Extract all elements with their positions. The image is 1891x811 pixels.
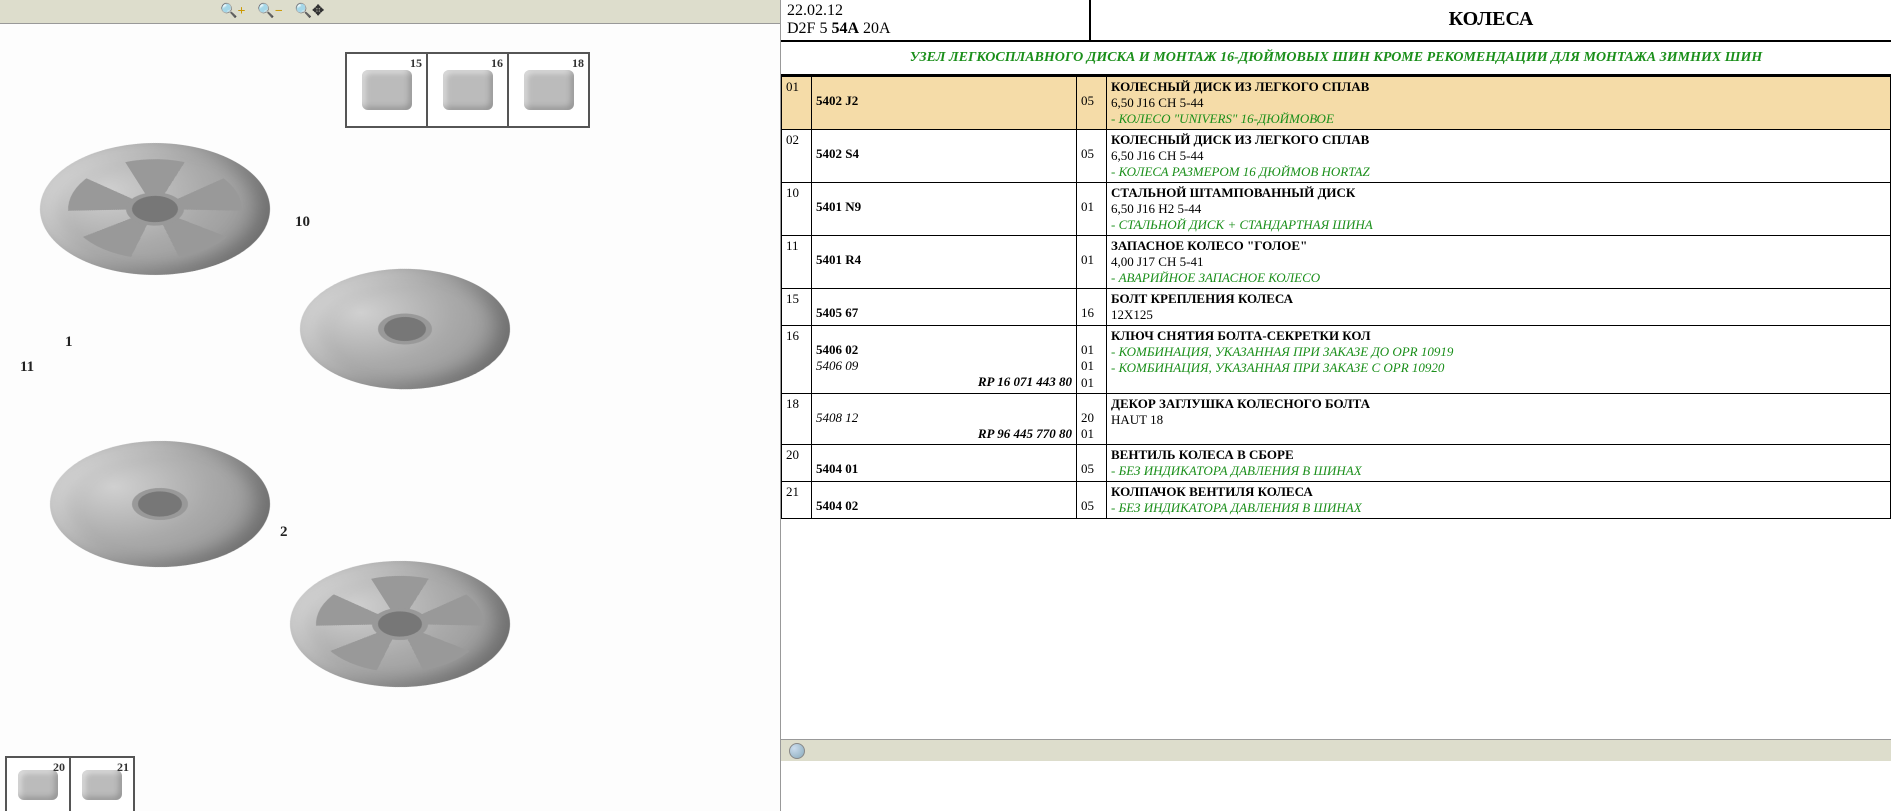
callout-cell[interactable]: 18 xyxy=(509,54,588,126)
row-description: ДЕКОР ЗАГЛУШКА КОЛЕСНОГО БОЛТАHAUT 18 xyxy=(1107,393,1891,445)
callout-cell[interactable]: 20 xyxy=(7,758,71,811)
row-reference: 5401 N9 xyxy=(812,183,1077,236)
wheel-illustration[interactable] xyxy=(259,543,541,705)
diagram-toolbar: 🔍+ 🔍− 🔍✥ xyxy=(0,0,780,24)
callout-part-icon xyxy=(362,70,412,110)
row-reference: 5408 12RP 96 445 770 80 xyxy=(812,393,1077,445)
main-layout: 🔍+ 🔍− 🔍✥ 1516182021110112 22.02.12 D2F 5… xyxy=(0,0,1891,811)
row-description: КОЛЕСНЫЙ ДИСК ИЗ ЛЕГКОГО СПЛАВ6,50 J16 C… xyxy=(1107,77,1891,130)
callout-box-bottom: 2021 xyxy=(5,756,135,811)
footer-bar xyxy=(781,739,1891,761)
row-reference: 5401 R4 xyxy=(812,236,1077,289)
zoom-fit-icon[interactable]: 🔍✥ xyxy=(295,3,324,20)
row-index: 21 xyxy=(782,482,812,519)
diagram-panel: 🔍+ 🔍− 🔍✥ 1516182021110112 xyxy=(0,0,780,811)
callout-part-icon xyxy=(18,770,58,800)
row-qty: 2001 xyxy=(1077,393,1107,445)
row-reference: 5402 J2 xyxy=(812,77,1077,130)
table-row[interactable]: 165406 025406 09RP 16 071 443 80010101КЛ… xyxy=(782,326,1891,394)
row-qty: 05 xyxy=(1077,482,1107,519)
table-row[interactable]: 015402 J205КОЛЕСНЫЙ ДИСК ИЗ ЛЕГКОГО СПЛА… xyxy=(782,77,1891,130)
row-description: КЛЮЧ СНЯТИЯ БОЛТА-СЕКРЕТКИ КОЛ- КОМБИНАЦ… xyxy=(1107,326,1891,394)
page-title: КОЛЕСА xyxy=(1091,0,1891,40)
row-reference: 5406 025406 09RP 16 071 443 80 xyxy=(812,326,1077,394)
header-code: D2F 5 54A 20A xyxy=(787,20,1083,38)
callout-part-icon xyxy=(82,770,122,800)
callout-number: 15 xyxy=(410,56,422,71)
row-reference: 5404 01 xyxy=(812,445,1077,482)
row-description: ЗАПАСНОЕ КОЛЕСО "ГОЛОЕ"4,00 J17 CH 5-41-… xyxy=(1107,236,1891,289)
wheel-label: 10 xyxy=(295,214,310,231)
table-row[interactable]: 155405 6716БОЛТ КРЕПЛЕНИЯ КОЛЕСА12X125 xyxy=(782,289,1891,326)
header-meta: 22.02.12 D2F 5 54A 20A xyxy=(781,0,1091,40)
parts-table: 015402 J205КОЛЕСНЫЙ ДИСК ИЗ ЛЕГКОГО СПЛА… xyxy=(781,76,1891,519)
row-index: 10 xyxy=(782,183,812,236)
table-row[interactable]: 105401 N901СТАЛЬНОЙ ШТАМПОВАННЫЙ ДИСК6,5… xyxy=(782,183,1891,236)
callout-cell[interactable]: 15 xyxy=(347,54,428,126)
wheel-label: 2 xyxy=(280,524,288,541)
row-index: 15 xyxy=(782,289,812,326)
zoom-in-icon[interactable]: 🔍+ xyxy=(220,3,245,20)
wheel-illustration[interactable] xyxy=(19,423,301,585)
row-qty: 05 xyxy=(1077,445,1107,482)
row-reference: 5404 02 xyxy=(812,482,1077,519)
row-description: КОЛЕСНЫЙ ДИСК ИЗ ЛЕГКОГО СПЛАВ6,50 J16 C… xyxy=(1107,130,1891,183)
callout-number: 20 xyxy=(53,760,65,775)
row-qty: 01 xyxy=(1077,236,1107,289)
callout-number: 16 xyxy=(491,56,503,71)
header-row: 22.02.12 D2F 5 54A 20A КОЛЕСА xyxy=(781,0,1891,42)
row-index: 20 xyxy=(782,445,812,482)
row-qty: 01 xyxy=(1077,183,1107,236)
row-description: СТАЛЬНОЙ ШТАМПОВАННЫЙ ДИСК6,50 J16 H2 5-… xyxy=(1107,183,1891,236)
callout-number: 18 xyxy=(572,56,584,71)
row-qty: 16 xyxy=(1077,289,1107,326)
wheel-label: 11 xyxy=(20,359,34,376)
zoom-out-icon[interactable]: 🔍− xyxy=(257,3,282,20)
row-index: 11 xyxy=(782,236,812,289)
row-index: 18 xyxy=(782,393,812,445)
row-index: 02 xyxy=(782,130,812,183)
wheel-illustration[interactable] xyxy=(270,252,539,406)
header-date: 22.02.12 xyxy=(787,2,1083,20)
table-row[interactable]: 215404 0205КОЛПАЧОК ВЕНТИЛЯ КОЛЕСА- БЕЗ … xyxy=(782,482,1891,519)
spacer xyxy=(781,519,1891,739)
row-description: БОЛТ КРЕПЛЕНИЯ КОЛЕСА12X125 xyxy=(1107,289,1891,326)
row-index: 16 xyxy=(782,326,812,394)
callout-number: 21 xyxy=(117,760,129,775)
row-index: 01 xyxy=(782,77,812,130)
callout-cell[interactable]: 16 xyxy=(428,54,509,126)
callout-box-top: 15 16 18 xyxy=(345,52,590,128)
subtitle: УЗЕЛ ЛЕГКОСПЛАВНОГО ДИСКА И МОНТАЖ 16-ДЮ… xyxy=(781,42,1891,76)
row-description: КОЛПАЧОК ВЕНТИЛЯ КОЛЕСА- БЕЗ ИНДИКАТОРА … xyxy=(1107,482,1891,519)
globe-icon[interactable] xyxy=(789,743,805,759)
row-description: ВЕНТИЛЬ КОЛЕСА В СБОРЕ- БЕЗ ИНДИКАТОРА Д… xyxy=(1107,445,1891,482)
row-reference: 5405 67 xyxy=(812,289,1077,326)
parts-panel: 22.02.12 D2F 5 54A 20A КОЛЕСА УЗЕЛ ЛЕГКО… xyxy=(780,0,1891,811)
table-row[interactable]: 205404 0105ВЕНТИЛЬ КОЛЕСА В СБОРЕ- БЕЗ И… xyxy=(782,445,1891,482)
row-qty: 05 xyxy=(1077,130,1107,183)
callout-part-icon xyxy=(524,70,574,110)
diagram-canvas[interactable]: 1516182021110112 xyxy=(0,24,780,811)
row-reference: 5402 S4 xyxy=(812,130,1077,183)
callout-part-icon xyxy=(443,70,493,110)
wheel-label: 1 xyxy=(65,334,73,351)
table-row[interactable]: 025402 S405КОЛЕСНЫЙ ДИСК ИЗ ЛЕГКОГО СПЛА… xyxy=(782,130,1891,183)
wheel-illustration[interactable] xyxy=(8,124,303,293)
table-row[interactable]: 115401 R401ЗАПАСНОЕ КОЛЕСО "ГОЛОЕ"4,00 J… xyxy=(782,236,1891,289)
row-qty: 010101 xyxy=(1077,326,1107,394)
table-row[interactable]: 185408 12RP 96 445 770 802001ДЕКОР ЗАГЛУ… xyxy=(782,393,1891,445)
row-qty: 05 xyxy=(1077,77,1107,130)
callout-cell[interactable]: 21 xyxy=(71,758,133,811)
